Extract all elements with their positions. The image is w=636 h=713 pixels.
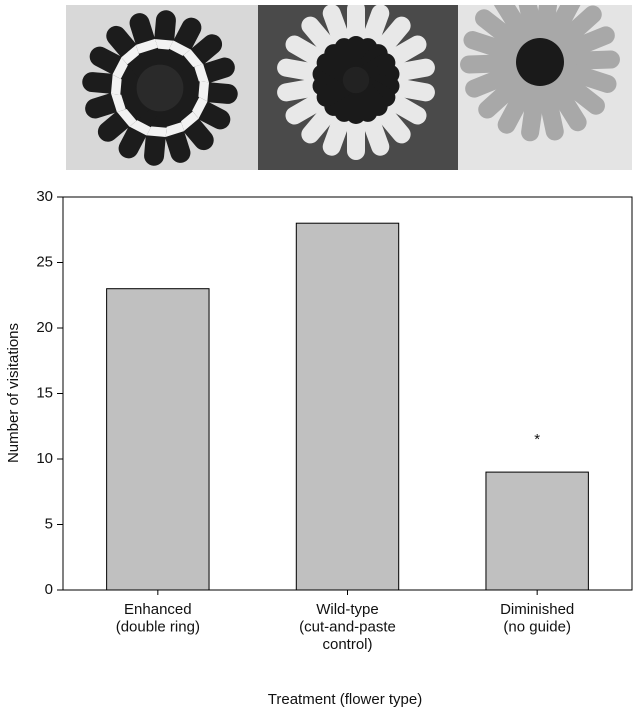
flower xyxy=(82,10,238,166)
flower-center xyxy=(342,66,370,94)
bar xyxy=(106,288,210,591)
bar xyxy=(295,222,400,591)
y-tick-label: 15 xyxy=(36,384,53,401)
x-tick-label: Wild-type (cut-and-paste control) xyxy=(299,601,396,653)
flower xyxy=(277,5,435,160)
bar xyxy=(485,471,589,591)
y-tick-label: 20 xyxy=(36,319,53,336)
y-tick-label: 25 xyxy=(36,253,53,270)
petal-band xyxy=(153,38,175,51)
photo-wild-type xyxy=(258,5,458,170)
y-tick-label: 0 xyxy=(45,581,53,598)
petal-band xyxy=(145,125,167,138)
plot: 0 5 10 15 20 25 30 Enhanced (double ring) Wild-ty… xyxy=(36,188,633,653)
x-tick-label: Diminished (no guide) xyxy=(500,601,574,636)
petal-band xyxy=(121,44,143,65)
flower-center xyxy=(136,64,184,112)
petal-band xyxy=(177,111,199,132)
flower-center xyxy=(516,38,564,86)
y-axis-label: Number of visitations xyxy=(5,323,22,463)
petal-band xyxy=(110,73,123,95)
petal-band xyxy=(135,38,158,54)
flower xyxy=(460,5,620,142)
y-tick-label: 30 xyxy=(36,188,53,205)
y-tick-label: 10 xyxy=(36,450,53,467)
petal-band xyxy=(162,122,185,138)
y-tick-label: 5 xyxy=(45,515,53,532)
petal-band xyxy=(194,63,210,86)
annotation: * xyxy=(534,431,540,448)
photo-enhanced xyxy=(66,5,258,170)
x-tick-label: Enhanced (double ring) xyxy=(116,601,200,636)
photo-diminished xyxy=(458,5,632,170)
petal-band xyxy=(110,90,126,113)
petal-band xyxy=(183,49,204,71)
petal-band xyxy=(116,105,137,127)
petal-band xyxy=(197,81,210,103)
x-axis-label: Treatment (flower type) xyxy=(268,691,423,708)
